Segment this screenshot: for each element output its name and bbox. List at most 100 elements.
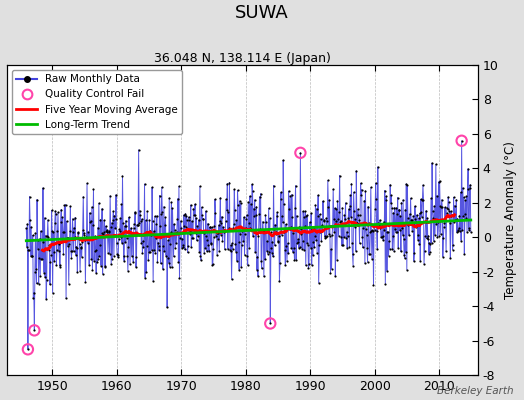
Point — [365, 251, 374, 257]
Point — [38, 256, 47, 262]
Point — [148, 218, 157, 224]
Point — [376, 224, 385, 231]
Point — [209, 261, 217, 267]
Point — [257, 265, 266, 272]
Point — [323, 233, 331, 240]
Point — [80, 230, 89, 236]
Point — [369, 228, 377, 234]
Point — [280, 229, 289, 235]
Point — [336, 219, 344, 226]
Point — [203, 237, 212, 243]
Point — [61, 202, 70, 208]
Point — [253, 254, 261, 260]
Point — [91, 246, 100, 253]
Point — [117, 201, 126, 208]
Point — [124, 244, 133, 250]
Point — [35, 255, 43, 261]
Point — [437, 204, 445, 210]
Point — [355, 240, 364, 246]
Point — [251, 249, 259, 255]
Point — [463, 186, 472, 192]
Point — [254, 233, 263, 240]
Point — [274, 238, 282, 244]
Point — [163, 304, 171, 311]
Point — [159, 242, 168, 249]
Point — [157, 260, 165, 266]
Point — [142, 269, 150, 275]
Point — [293, 240, 301, 246]
Point — [255, 211, 263, 218]
Point — [427, 195, 435, 202]
Point — [431, 216, 440, 222]
Point — [397, 248, 405, 255]
Point — [115, 226, 124, 233]
Point — [374, 220, 383, 226]
Point — [298, 245, 306, 252]
Point — [288, 214, 297, 220]
Point — [228, 245, 237, 252]
Point — [456, 189, 465, 196]
Point — [361, 188, 369, 194]
Point — [451, 202, 459, 209]
Point — [443, 206, 452, 212]
Text: SUWA: SUWA — [235, 4, 289, 22]
Point — [140, 231, 148, 237]
Point — [347, 180, 356, 187]
Point — [363, 244, 371, 251]
Point — [24, 346, 32, 352]
Point — [169, 253, 178, 260]
Point — [210, 222, 219, 229]
Point — [331, 273, 340, 279]
Point — [432, 221, 441, 227]
Point — [141, 217, 150, 224]
Point — [87, 256, 95, 262]
Point — [407, 217, 416, 224]
Point — [95, 200, 103, 206]
Point — [76, 268, 84, 274]
Point — [43, 233, 51, 239]
Point — [170, 221, 178, 227]
Point — [139, 244, 148, 250]
Point — [127, 225, 135, 231]
Point — [337, 234, 345, 240]
Point — [194, 228, 202, 234]
Point — [266, 215, 274, 222]
Point — [421, 233, 429, 240]
Point — [24, 246, 32, 253]
Point — [114, 254, 122, 260]
Point — [74, 230, 83, 236]
Point — [270, 242, 279, 248]
Point — [376, 217, 384, 223]
Point — [343, 245, 352, 251]
Point — [237, 241, 246, 248]
Point — [267, 229, 276, 235]
Point — [243, 212, 251, 218]
Point — [241, 252, 249, 258]
Point — [457, 138, 466, 144]
Point — [115, 236, 123, 242]
Point — [81, 278, 90, 285]
Point — [231, 241, 239, 248]
Point — [166, 241, 174, 248]
Point — [158, 184, 166, 191]
Point — [25, 194, 34, 200]
Point — [47, 207, 56, 214]
Point — [204, 242, 213, 248]
Point — [395, 206, 403, 213]
Point — [110, 212, 118, 219]
Point — [176, 234, 184, 241]
Point — [24, 346, 32, 352]
Point — [64, 234, 72, 241]
Point — [392, 204, 400, 211]
Point — [381, 196, 390, 203]
Point — [223, 180, 232, 187]
Point — [384, 229, 392, 236]
Point — [92, 270, 101, 276]
Legend: Raw Monthly Data, Quality Control Fail, Five Year Moving Average, Long-Term Tren: Raw Monthly Data, Quality Control Fail, … — [12, 70, 182, 134]
Point — [300, 247, 308, 253]
Point — [88, 267, 96, 273]
Point — [346, 203, 354, 210]
Point — [226, 247, 234, 253]
Point — [258, 218, 267, 225]
Point — [460, 194, 468, 200]
